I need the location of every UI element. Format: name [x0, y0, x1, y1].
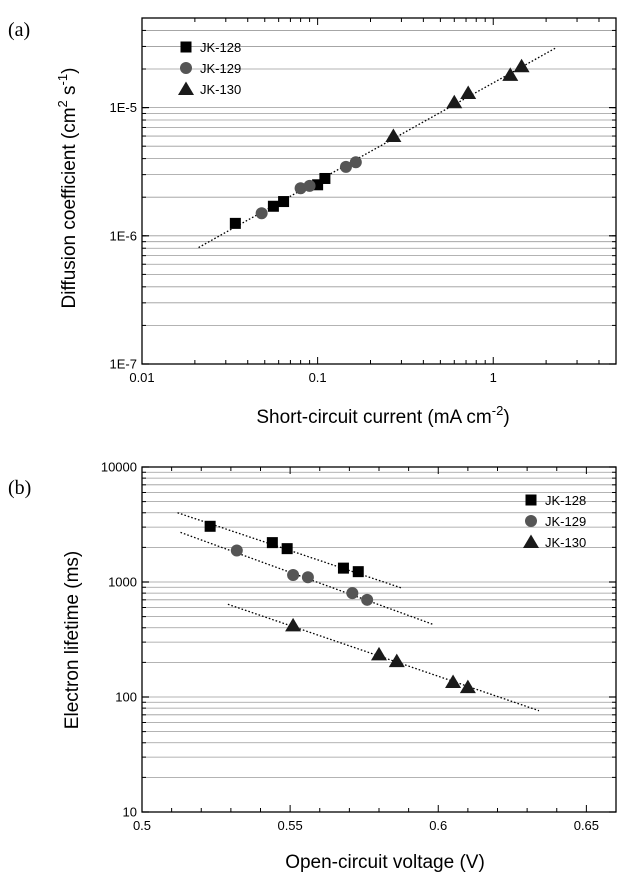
- legend-marker-jk-128: [180, 41, 192, 53]
- x-tick-label: 1: [490, 370, 497, 385]
- fit-line: [227, 603, 540, 712]
- data-point-jk-129: [339, 160, 352, 173]
- legend-marker-jk-128: [525, 494, 537, 506]
- data-point-jk-130: [385, 128, 402, 143]
- y-axis-title-a: Diffusion coefficient (cm2 s-1): [55, 68, 80, 309]
- y-tick-label: 1E-7: [110, 357, 137, 372]
- data-point-jk-130: [371, 646, 387, 661]
- y-tick-label: 1E-6: [110, 228, 137, 243]
- data-point-jk-128: [267, 200, 279, 212]
- y-tick-label: 10: [123, 805, 137, 820]
- y-axis-title-b: Electron lifetime (ms): [62, 551, 83, 729]
- x-axis-title-b: Open-circuit voltage (V): [285, 852, 485, 873]
- legend-marker-jk-130: [523, 534, 539, 548]
- x-tick-label: 0.01: [129, 370, 154, 385]
- data-points-a: [229, 58, 530, 229]
- y-tick-label: 1E-5: [110, 100, 137, 115]
- panel-label-b: (b): [8, 477, 31, 499]
- legend-label: JK-129: [200, 61, 241, 76]
- data-points-b: [204, 520, 476, 694]
- y-tick-label: 1000: [108, 575, 137, 590]
- legend-label: JK-130: [200, 82, 241, 97]
- data-point-jk-128: [312, 179, 324, 191]
- data-point-jk-130: [502, 67, 519, 81]
- data-point-jk-130: [513, 58, 530, 73]
- data-point-jk-128: [204, 520, 216, 532]
- x-tick-label: 0.5: [133, 818, 151, 833]
- data-point-jk-128: [352, 566, 364, 578]
- data-point-jk-128: [266, 537, 278, 549]
- data-point-jk-128: [337, 562, 349, 574]
- data-point-jk-128: [319, 172, 331, 184]
- legend-label: JK-129: [545, 514, 586, 529]
- panel-label-a: (a): [8, 19, 30, 41]
- data-point-jk-128: [229, 217, 241, 229]
- data-point-jk-130: [445, 674, 462, 689]
- grid-a: [142, 30, 616, 326]
- y-tick-label: 100: [115, 690, 137, 705]
- x-tick-label: 0.6: [429, 818, 447, 833]
- x-tick-label: 0.55: [277, 818, 302, 833]
- data-point-jk-130: [460, 85, 477, 99]
- data-point-jk-129: [230, 544, 243, 557]
- data-point-jk-130: [285, 617, 302, 632]
- panel-a: (a) 1E-71E-61E-50.01 0.1 1 JK-128JK-129JK-…: [8, 17, 617, 428]
- legend-b: JK-128 JK-129 JK-130: [523, 493, 586, 550]
- x-axis-title-a: Short-circuit current (mA cm-2): [256, 403, 509, 428]
- data-point-jk-130: [446, 94, 463, 109]
- data-point-jk-128: [281, 543, 293, 555]
- data-point-jk-128: [278, 196, 290, 208]
- fit-line: [198, 46, 558, 249]
- x-tick-label: 0.65: [574, 818, 599, 833]
- data-point-jk-129: [294, 182, 307, 195]
- legend-marker-jk-129: [180, 62, 192, 74]
- legend-label: JK-128: [200, 40, 241, 55]
- y-tick-label: 10000: [101, 460, 137, 475]
- legend-label: JK-128: [545, 493, 586, 508]
- legend-marker-jk-130: [178, 81, 194, 95]
- legend-label: JK-130: [545, 535, 586, 550]
- data-point-jk-129: [361, 593, 374, 606]
- data-point-jk-129: [303, 179, 316, 192]
- grid-b: [142, 471, 616, 778]
- plot-frame-a: [141, 17, 617, 365]
- data-point-jk-130: [459, 679, 476, 694]
- data-point-jk-129: [349, 156, 362, 169]
- fit-lines-b: [177, 512, 540, 712]
- ticks-b: 10 100 1000 10000 0.5 0.55 0.6 0.65: [101, 460, 617, 833]
- data-point-jk-129: [255, 207, 268, 220]
- fit-lines-a: [198, 46, 558, 249]
- legend-marker-jk-129: [525, 515, 537, 527]
- data-point-jk-129: [301, 571, 314, 584]
- data-point-jk-130: [388, 653, 405, 668]
- ticks-a: 1E-7 1E-6 1E-5 0.01 0.1 1: [110, 18, 617, 385]
- data-point-jk-129: [287, 569, 300, 582]
- x-tick-label: 0.1: [309, 370, 327, 385]
- legend-a: JK-128 JK-129 JK-130: [178, 40, 241, 97]
- data-point-jk-129: [346, 587, 359, 600]
